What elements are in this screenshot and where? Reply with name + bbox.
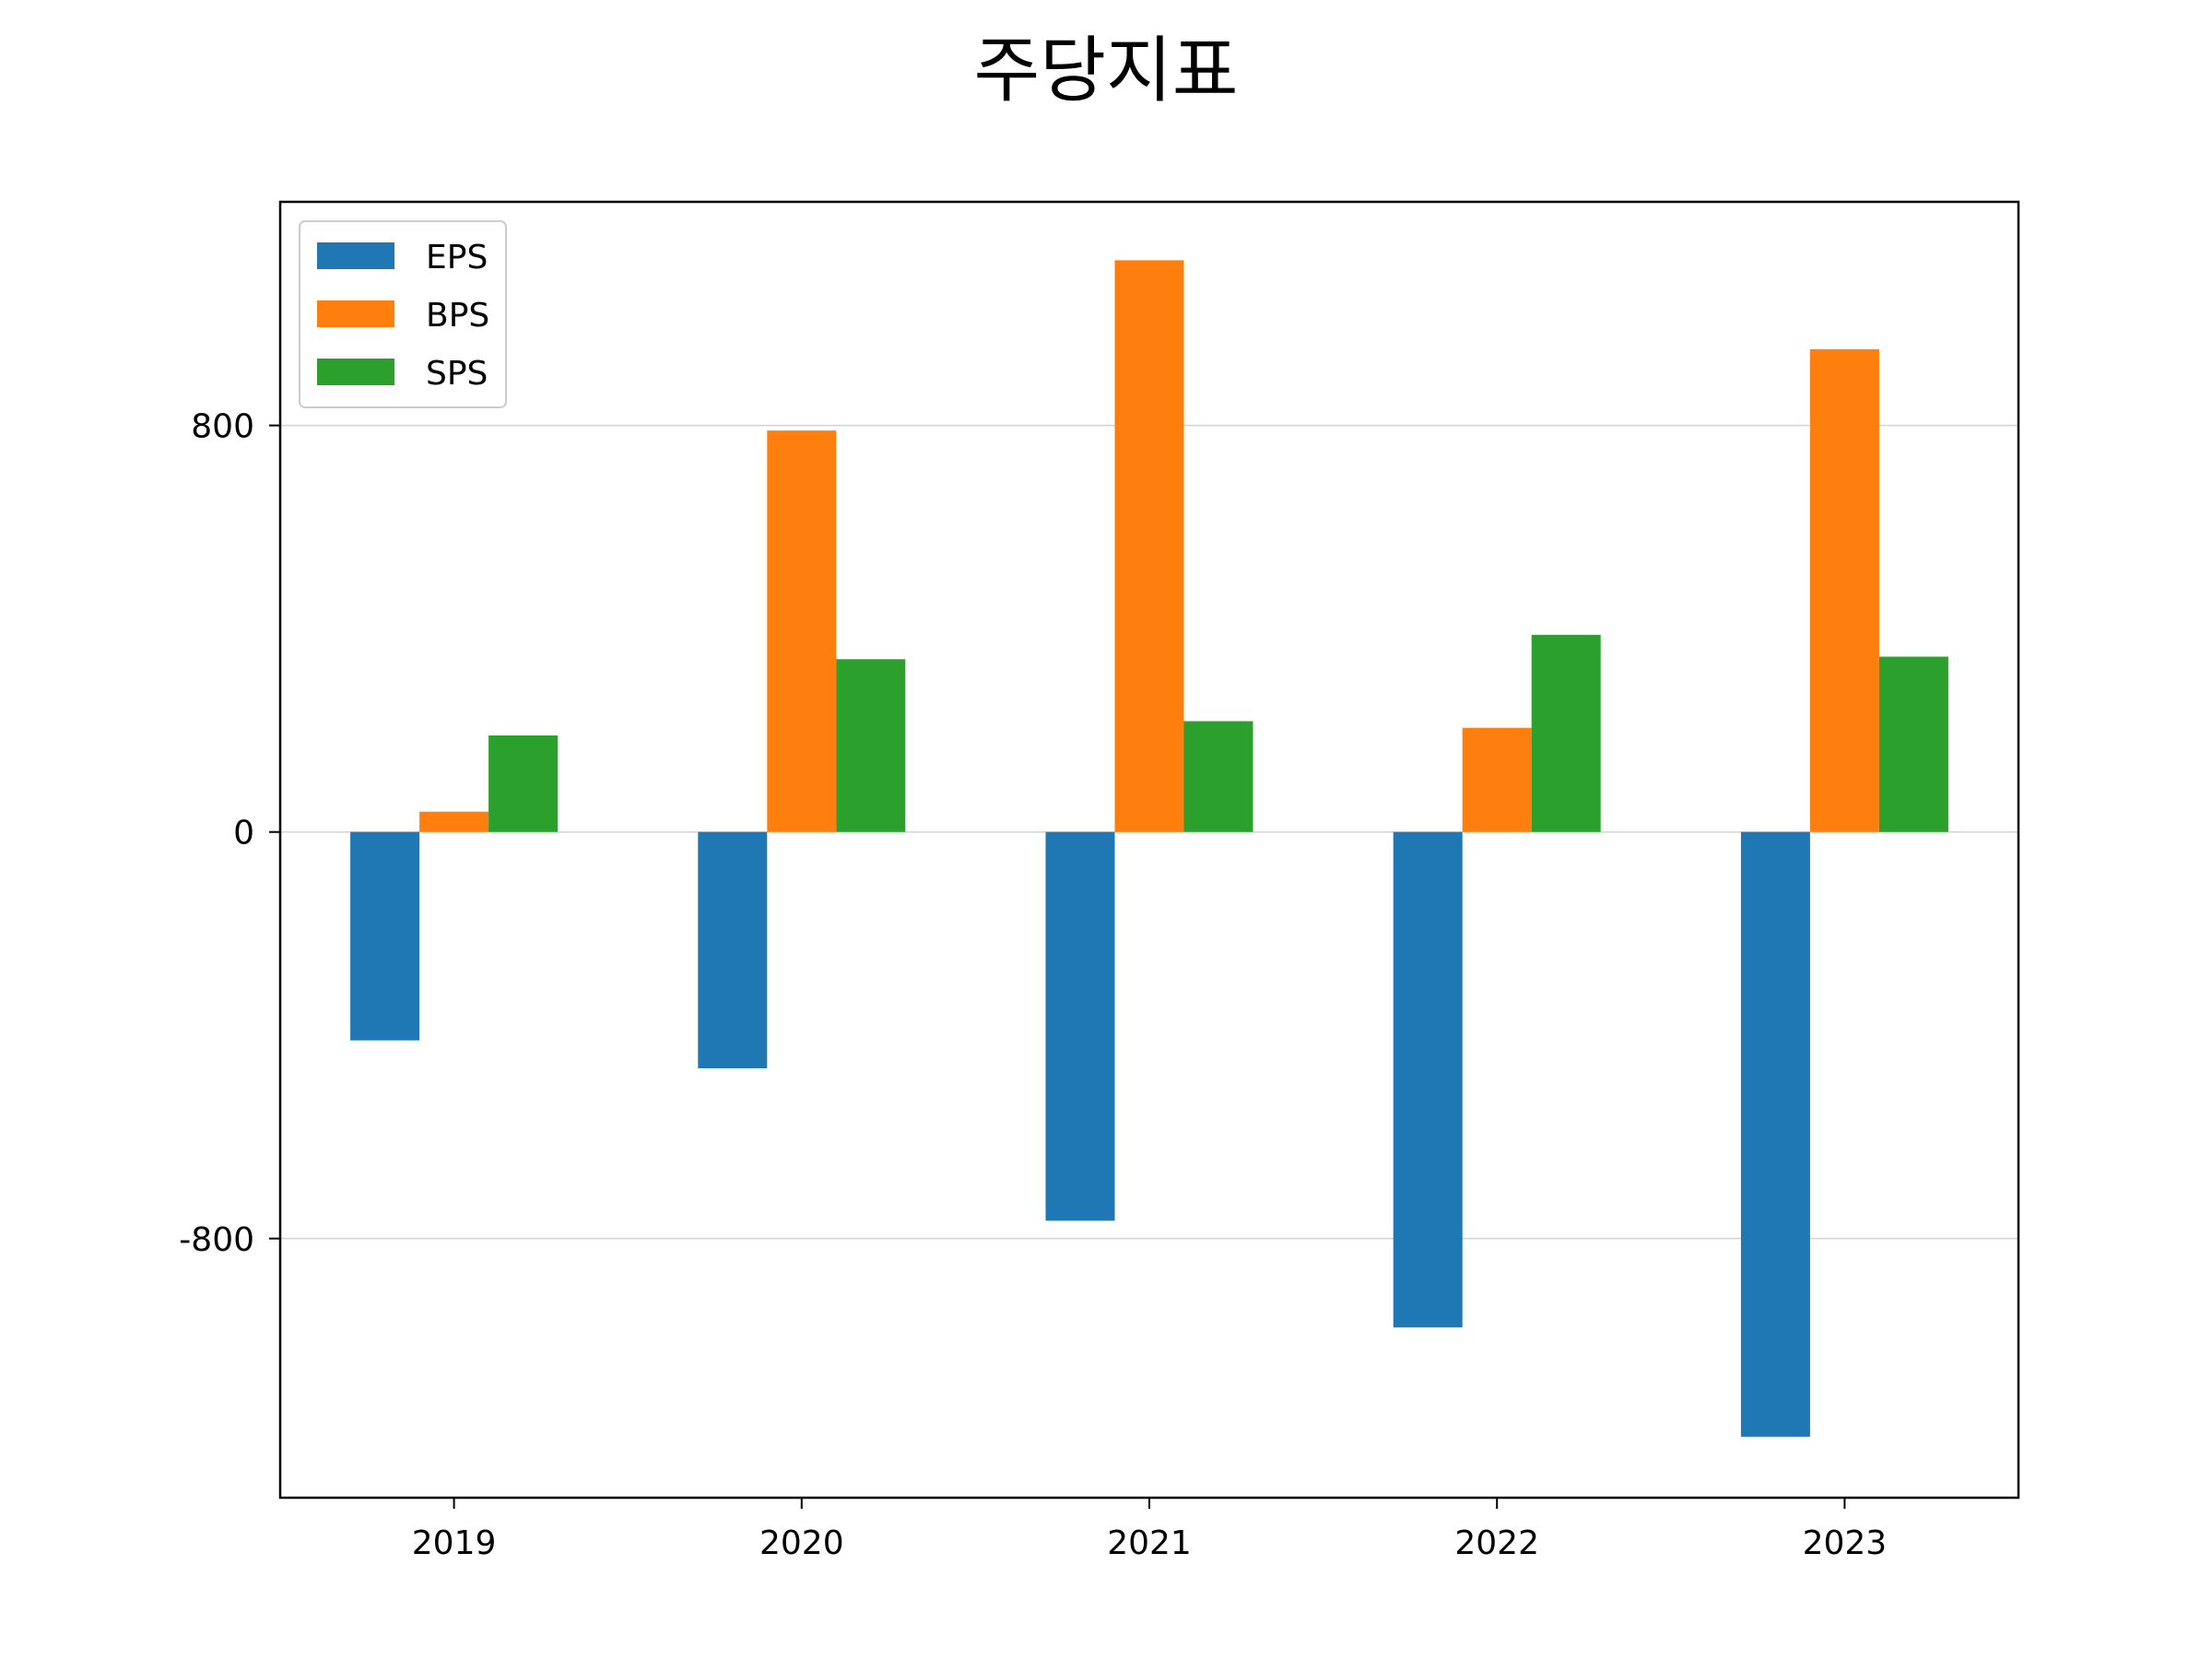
bar-bps-2020 (767, 430, 837, 832)
chart-title: 주당지표 (973, 29, 1239, 112)
bar-bps-2023 (1809, 348, 1879, 832)
legend-swatch-bps (317, 300, 394, 327)
legend: EPS BPS SPS (299, 220, 507, 408)
bar-eps-2023 (1740, 831, 1810, 1437)
y-tick-label: 800 (191, 408, 254, 446)
x-tick-label: 2019 (412, 1524, 497, 1562)
bar-bps-2021 (1114, 260, 1184, 832)
bar-sps-2023 (1878, 656, 1948, 832)
x-tick-label: 2021 (1107, 1524, 1192, 1562)
bar-sps-2019 (488, 735, 559, 832)
x-tick-label: 2022 (1454, 1524, 1539, 1562)
y-tick-label: 0 (233, 815, 254, 853)
bar-eps-2021 (1045, 831, 1115, 1221)
x-tick-label: 2023 (1803, 1524, 1888, 1562)
bar-sps-2022 (1531, 634, 1601, 832)
legend-swatch-eps (317, 242, 394, 269)
bar-sps-2020 (836, 659, 906, 832)
bar-eps-2020 (698, 831, 768, 1069)
bar-sps-2021 (1183, 721, 1253, 832)
bars (350, 260, 1948, 1437)
legend-swatch-sps (317, 359, 394, 385)
x-tick-label: 2020 (759, 1524, 844, 1562)
bar-eps-2022 (1393, 831, 1463, 1328)
legend-label-eps: EPS (426, 239, 488, 276)
bar-bps-2019 (419, 811, 489, 832)
axes: 2019 2020 2021 2022 2023 -800 0 800 (179, 200, 2020, 1562)
legend-label-sps: SPS (426, 355, 488, 393)
legend-label-bps: BPS (426, 297, 489, 335)
y-tick-label: -800 (179, 1221, 254, 1259)
bar-bps-2022 (1462, 727, 1532, 832)
bar-eps-2019 (350, 831, 420, 1041)
